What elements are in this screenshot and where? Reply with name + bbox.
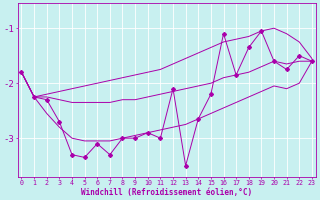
X-axis label: Windchill (Refroidissement éolien,°C): Windchill (Refroidissement éolien,°C) <box>81 188 252 197</box>
